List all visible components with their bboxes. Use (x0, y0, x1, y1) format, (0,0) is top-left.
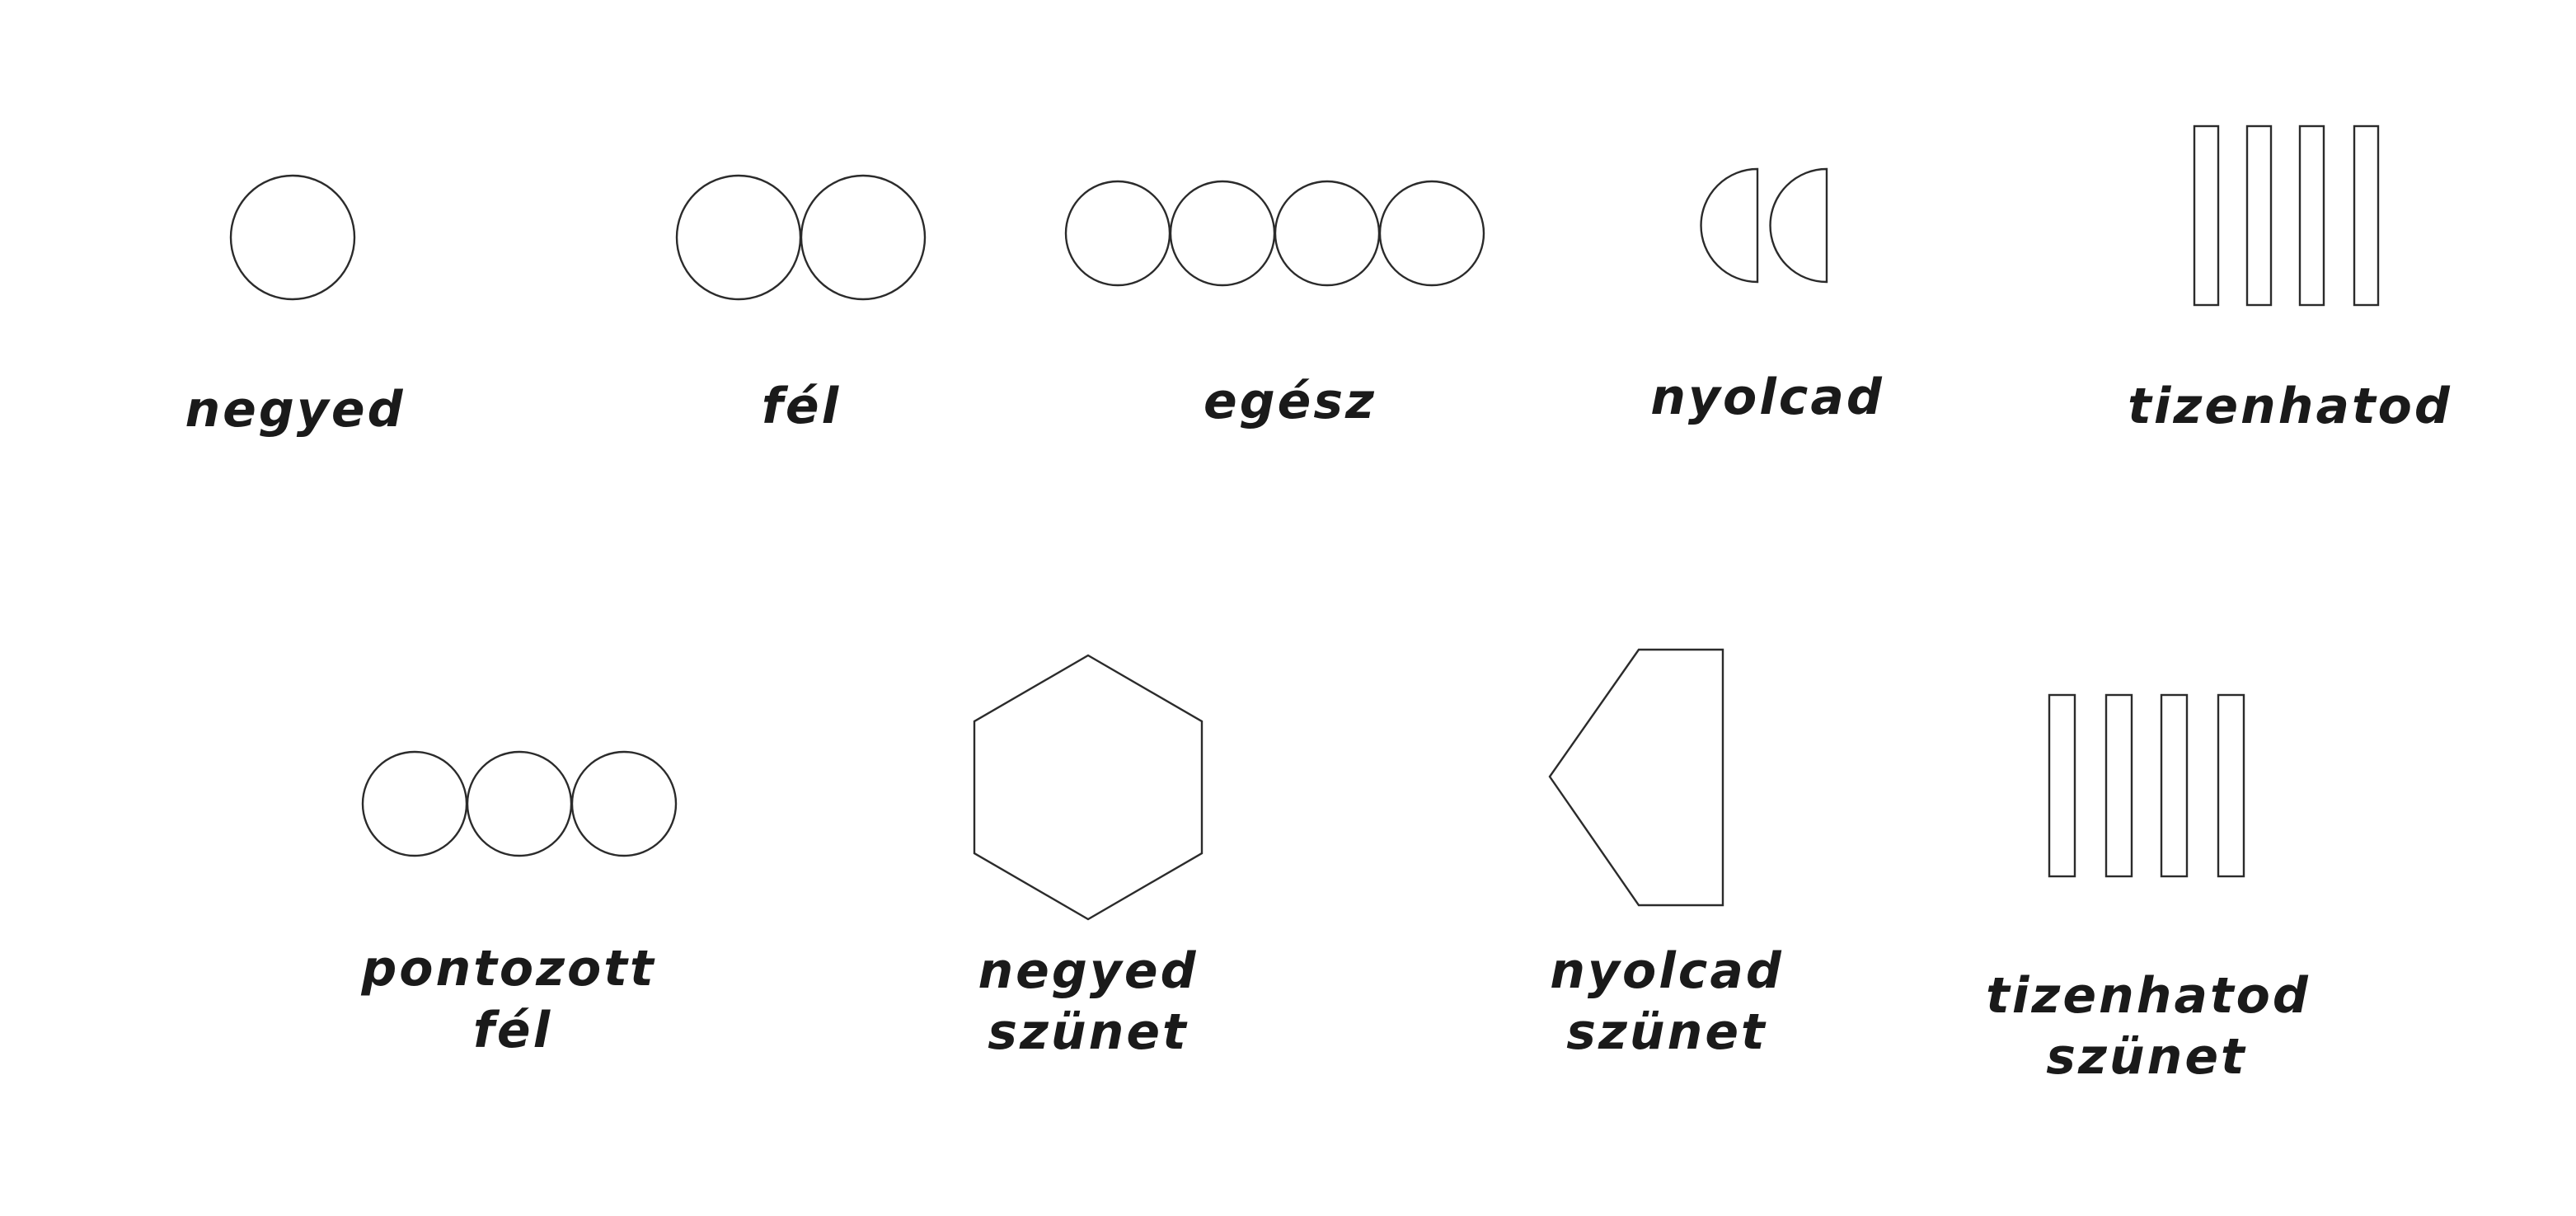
label-sixteenth-rest-line2: szünet (2046, 1028, 2246, 1086)
label-sixteenth: tizenhatod (2128, 378, 2452, 435)
symbol-sixteenth: tizenhatod (2128, 124, 2452, 435)
label-eighth-rest-line2: szünet (1566, 1003, 1767, 1061)
label-half: fél (762, 378, 841, 435)
symbol-dotted-half: pontozott fél (360, 750, 678, 1059)
symbol-sixteenth-rest: tizenhatod szünet (1986, 693, 2311, 1086)
label-sixteenth-rest-line1: tizenhatod (1986, 967, 2311, 1025)
symbol-quarter: negyed (185, 174, 405, 439)
symbol-quarter-rest: negyed szünet (973, 654, 1204, 1061)
symbol-eighth-rest: nyolcad szünet (1548, 648, 1784, 1061)
label-quarter-rest-line1: negyed (978, 942, 1198, 1000)
four-bars-icon (2193, 124, 2380, 307)
symbol-half: fél (675, 174, 927, 435)
single-circle-icon (229, 174, 356, 301)
symbol-whole: egész (1064, 180, 1485, 430)
label-dotted-half-line1: pontozott (360, 940, 655, 998)
four-bars-icon (2048, 693, 2245, 878)
label-quarter: negyed (185, 381, 405, 439)
three-circles-icon (361, 750, 678, 857)
four-circles-icon (1064, 180, 1485, 287)
label-whole: egész (1204, 373, 1377, 430)
label-eighth: nyolcad (1650, 369, 1884, 426)
label-quarter-rest-line2: szünet (988, 1003, 1188, 1061)
symbol-eighth: nyolcad (1650, 167, 1884, 426)
label-eighth-rest-line1: nyolcad (1550, 942, 1784, 1000)
two-half-circles-icon (1700, 167, 1828, 284)
label-dotted-half-line2: fél (473, 1002, 552, 1059)
two-circles-icon (675, 174, 927, 301)
hexagon-icon (973, 654, 1204, 921)
pentagon-icon (1548, 648, 1724, 907)
